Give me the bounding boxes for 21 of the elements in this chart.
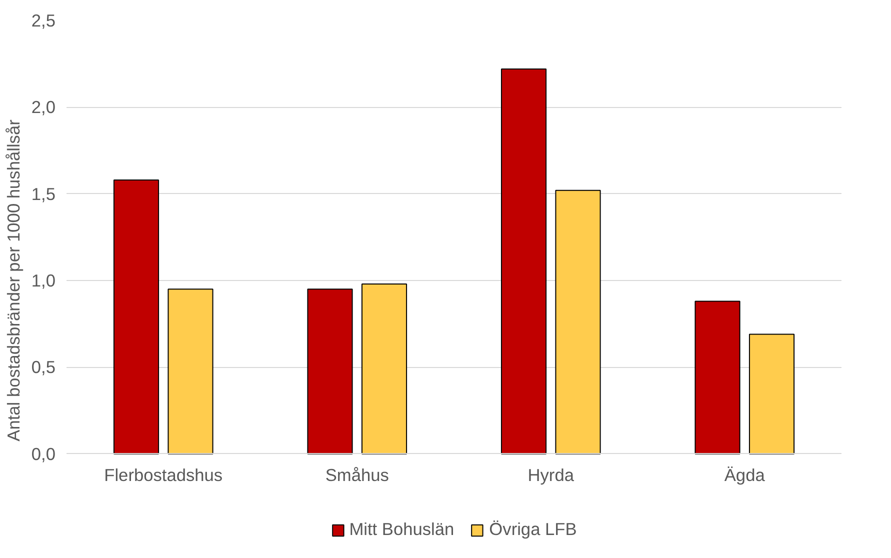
legend-label: Övriga LFB [489,519,577,540]
bar [500,68,547,454]
bar [694,300,740,454]
y-tick-label: 0,0 [31,444,56,464]
bar [113,179,160,454]
bar [748,334,795,454]
bar [555,190,601,454]
y-tick-label: 2,5 [31,10,56,30]
x-tick-label: Flerbostadshus [104,464,223,485]
x-tick-label: Hyrda [528,464,574,485]
x-tick-label: Småhus [325,464,390,485]
bar [168,288,214,454]
bar [307,288,353,454]
x-tick-label: Ägda [724,464,766,485]
y-tick-label: 1,0 [31,270,56,290]
legend-label: Mitt Bohuslän [349,519,454,540]
bar [361,283,408,454]
y-tick-label: 2,0 [31,97,56,118]
y-axis-title: Antal bostadsbränder per 1000 hushållsår [3,119,24,442]
y-tick-label: 1,5 [31,184,56,204]
y-tick-label: 0,5 [31,357,56,378]
